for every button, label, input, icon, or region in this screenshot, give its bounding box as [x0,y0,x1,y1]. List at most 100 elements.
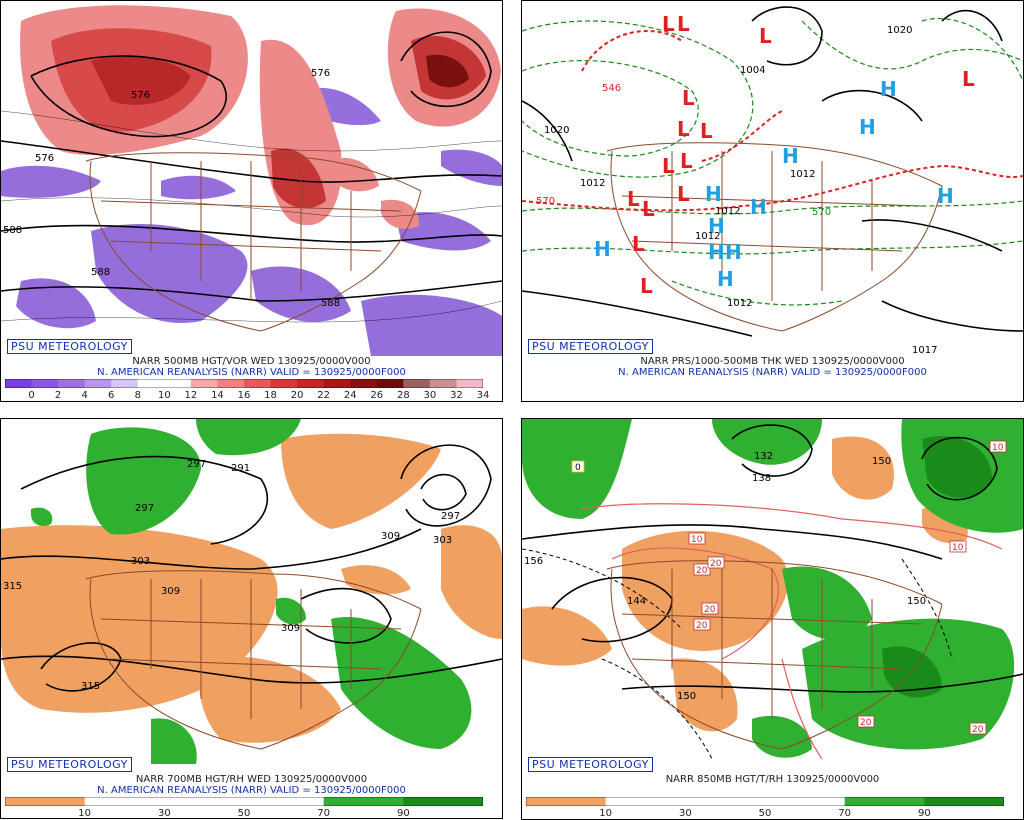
colorbar-ticks: 10 30 50 70 90 [5,808,483,819]
map-500mb: 576 576 576 588 588 588 558 [1,1,502,356]
high-marker: H [708,214,725,238]
thickness-label: 546 [602,83,621,94]
colorbar-swatch [605,797,686,806]
contour-label: 315 [3,581,22,592]
colorbar-swatch [765,797,846,806]
high-marker: H [782,144,799,168]
contour-label: 303 [131,556,150,567]
colorbar-vorticity [5,379,483,388]
valid-time-line: N. AMERICAN REANALYSIS (NARR) VALID = 13… [618,367,927,378]
colorbar-tick-label: 18 [264,390,277,401]
contour-label: 576 [35,153,54,164]
colorbar-tick-label: 90 [396,808,410,819]
high-marker: H [859,115,876,139]
temperature-label: 20 [972,725,984,735]
contour-label: 576 [311,68,330,79]
valid-time-line: N. AMERICAN REANALYSIS (NARR) VALID = 13… [97,785,406,796]
contour-label: 150 [907,596,926,607]
temperature-label: 20 [860,718,872,728]
negative-vorticity-fill [1,87,502,356]
thickness-label: 570 [536,196,555,207]
colorbar-tick-label: 70 [838,808,852,819]
thickness-540-line [522,30,1023,212]
psu-meteorology-stamp: PSU METEOROLOGY [528,339,653,354]
colorbar-swatch [350,379,378,388]
colorbar-ticks: 0 2 4 6 8 10 12 14 16 18 20 22 24 26 28 30 32 34 [5,390,489,401]
contour-label-group: 297 291 297 303 309 303 309 315 315 309 … [3,459,460,692]
contour-label: 297 [441,511,460,522]
panel-pressure-thickness: L L L L L L L L L L L L L L H H H H H H … [521,0,1024,402]
political-boundaries [606,142,943,332]
low-marker: L [677,182,690,206]
colorbar-swatch [137,379,165,388]
panel-title: NARR 500MB HGT/VOR WED 130925/0000V000 [132,356,371,367]
colorbar-swatch [5,797,86,806]
contour-label: 150 [677,691,696,702]
colorbar-tick-label: 8 [134,390,141,401]
colorbar-tick-label: 16 [237,390,251,401]
colorbar-swatch [685,797,766,806]
dry-air-fill [522,436,968,732]
colorbar-tick-label: 70 [317,808,331,819]
contour-label: 150 [872,456,891,467]
colorbar-swatch [403,797,483,806]
height-contours [522,424,1023,693]
colorbar-tick-label: 4 [81,390,88,401]
panel-title: NARR 850MB HGT/T/RH 130925/0000V000 [665,774,880,785]
isobar-label-group: 1020 1004 1012 1012 1012 1020 1012 1012 … [536,25,937,356]
high-marker: H [880,77,897,101]
colorbar-swatch [84,379,112,388]
colorbar-tick-label: 34 [476,390,490,401]
colorbar-swatch [111,379,139,388]
contour-label: 588 [91,267,110,278]
low-marker: L [962,67,975,91]
colorbar-swatch [297,379,325,388]
temp-box-labels: 10 10 10 20 20 20 20 20 20 0 [571,440,1007,735]
colorbar-swatch [84,797,165,806]
contour-label: 588 [3,225,22,236]
dry-air-fill [1,433,502,743]
contour-label: 576 [131,90,150,101]
low-marker: L [677,117,690,141]
colorbar-tick-label: 20 [290,390,304,401]
colorbar-swatch [526,797,607,806]
colorbar-swatch [31,379,59,388]
valid-time-line: N. AMERICAN REANALYSIS (NARR) VALID = 13… [97,367,406,378]
contour-label: 291 [231,463,250,474]
high-marker: H [705,182,722,206]
colorbar-tick-label: 2 [54,390,62,401]
colorbar-tick-label: 30 [423,390,437,401]
colorbar-tick-label: 50 [237,808,251,819]
colorbar-swatch [924,797,1004,806]
panel-title: NARR 700MB HGT/RH WED 130925/0000V000 [135,774,368,785]
moist-air-fill [31,419,472,764]
colorbar-swatch [323,797,404,806]
colorbar-swatch [5,379,33,388]
high-marker: H [750,195,767,219]
colorbar-tick-label: 10 [78,808,92,819]
colorbar-swatch [217,379,245,388]
colorbar-swatch [270,379,298,388]
colorbar-tick-label: 14 [211,390,224,401]
isobar-label: 1012 [727,298,752,309]
temperature-label: 10 [952,543,964,553]
colorbar-swatch [244,379,272,388]
colorbar-tick-label: 90 [917,808,931,819]
isobar-label: 1012 [580,178,605,189]
colorbar-tick-label: 24 [343,390,357,401]
contour-label: 309 [161,586,180,597]
colorbar-swatch [323,379,351,388]
low-marker: L [662,154,675,178]
thickness-label: 570 [812,207,831,218]
height-contours [1,31,502,302]
colorbar-tick-label: 12 [184,390,198,401]
psu-meteorology-stamp: PSU METEOROLOGY [7,339,132,354]
isobar-label: 1012 [695,231,720,242]
low-marker: L [700,119,713,143]
isobar-label: 1020 [544,125,569,136]
contour-label-group: 156 150 150 144 150 132 138 [524,451,926,702]
high-pressure-markers: H H H H H H H H H H H [594,77,954,291]
high-marker: H [725,240,742,264]
colorbar-tick-label: 10 [157,390,171,401]
colorbar-tick-label: 32 [450,390,463,401]
